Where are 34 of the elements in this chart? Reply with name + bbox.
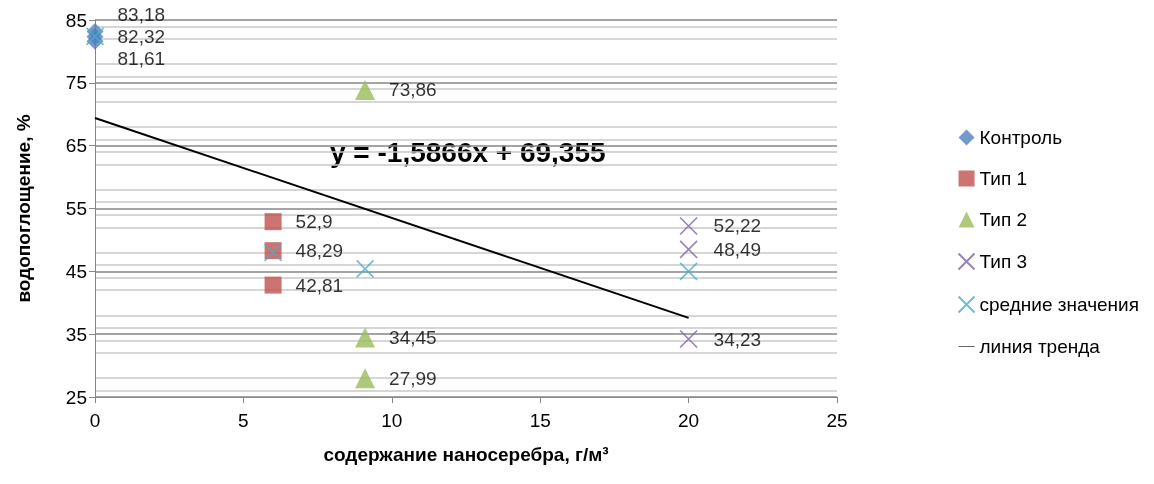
data-label: 27,99 — [389, 367, 437, 389]
x-tick-label: 5 — [238, 410, 249, 431]
y-axis-title: водопоглощение, % — [13, 114, 34, 303]
y-tick-label: 65 — [65, 135, 87, 157]
data-label: 34,45 — [389, 327, 437, 349]
data-label: 52,9 — [295, 211, 333, 233]
x-axis-title: содержание наносеребра, г/м³ — [323, 444, 609, 465]
x-tick-label: 10 — [381, 410, 403, 431]
legend-label: Тип 3 — [979, 251, 1028, 272]
data-label: 34,23 — [713, 328, 762, 350]
data-label: 42,81 — [295, 274, 344, 296]
x-tick-label: 15 — [529, 410, 551, 431]
y-tick-label: 55 — [65, 198, 87, 219]
x-tick-label: 20 — [678, 410, 700, 431]
data-label: 48,29 — [295, 240, 344, 262]
legend-label: линия тренда — [979, 336, 1101, 357]
x-tick-label: 0 — [89, 410, 101, 431]
legend-label: Контроль — [979, 127, 1063, 148]
legend-label: Тип 2 — [979, 209, 1028, 230]
data-label: 52,22 — [713, 215, 762, 237]
y-tick-label: 45 — [65, 260, 87, 282]
data-label: 48,49 — [713, 238, 762, 260]
y-tick-label: 25 — [65, 386, 87, 408]
y-tick-label: 35 — [65, 323, 87, 345]
data-label: 81,61 — [117, 47, 166, 69]
data-label: 73,86 — [389, 79, 437, 101]
legend-label: средние значения — [979, 294, 1139, 315]
data-label: 83,18 — [117, 3, 166, 25]
data-label: 82,32 — [117, 25, 166, 47]
legend-label: Тип 1 — [979, 168, 1028, 189]
annotation: y = -1,5866x + 69,355 — [330, 136, 606, 168]
y-tick-label: 85 — [65, 9, 87, 31]
y-tick-label: 75 — [65, 72, 87, 94]
x-tick-label: 25 — [826, 410, 848, 431]
